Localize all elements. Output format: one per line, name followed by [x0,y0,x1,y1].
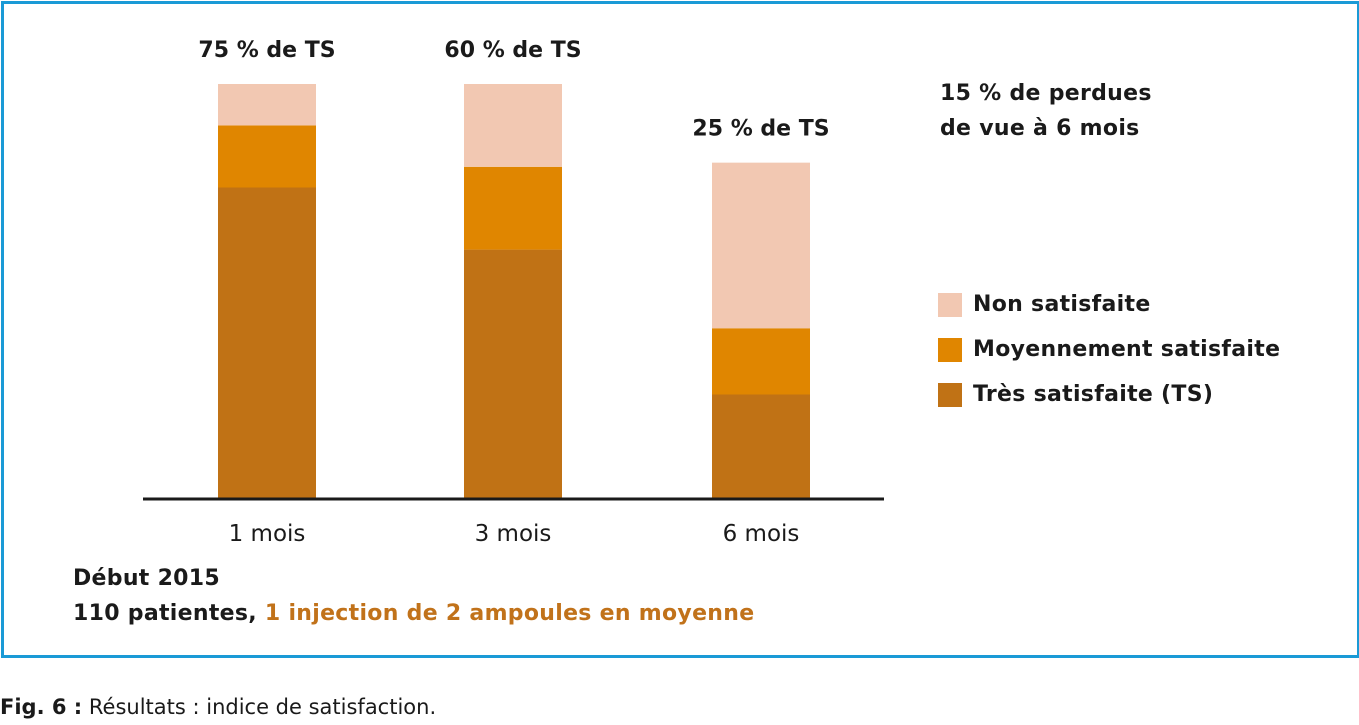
bars-group [218,84,810,498]
note-line-1: 15 % de perdues [940,81,1152,106]
legend-item-moyennement-satisfaite: Moyennement satisfaite [938,327,1280,372]
x-tick-label: 1 mois [229,521,306,547]
bar-segment [712,328,810,395]
caption-fig-label: Fig. 6 : [0,695,83,719]
figure-frame [1,1,1359,658]
x-tick-label: 6 mois [723,521,800,547]
lost-followup-note: 15 % de perdues de vue à 6 mois [940,76,1152,146]
footer-prefix: 110 patientes, [73,601,265,626]
x-tick-label: 3 mois [475,521,552,547]
bar-segment [712,162,810,329]
legend-item-tres-satisfaite: Très satisfaite (TS) [938,372,1280,417]
bar-segment [218,125,316,188]
footer-highlight: 1 injection de 2 ampoules en moyenne [264,601,755,626]
bar-segment [464,249,562,498]
legend-label: Très satisfaite (TS) [973,382,1214,407]
legend-swatch-tres-satisfaite [938,382,962,407]
figure-caption: Fig. 6 : Résultats : indice de satisfact… [0,695,436,719]
footer-line-2: 110 patientes, 1 injection de 2 ampoules… [73,596,754,631]
bar-labels-group: 75 % de TS 60 % de TS 25 % de TS [198,38,829,142]
study-footer: Début 2015 110 patientes, 1 injection de… [73,561,754,631]
bar-segment [712,394,810,498]
legend: Non satisfaite Moyennement satisfaite Tr… [938,282,1280,417]
legend-label: Non satisfaite [973,292,1151,317]
legend-label: Moyennement satisfaite [973,337,1281,362]
bar-segment [218,84,316,126]
bar-total-label: 25 % de TS [692,117,829,142]
note-line-2: de vue à 6 mois [940,116,1140,141]
legend-item-non-satisfaite: Non satisfaite [938,282,1280,327]
legend-swatch-moyennement-satisfaite [938,337,962,362]
bar-segment [464,166,562,250]
footer-line-1: Début 2015 [73,566,220,591]
bar-total-label: 75 % de TS [198,38,335,63]
stacked-bar-chart: 75 % de TS 60 % de TS 25 % de TS 1 mois 3 m… [143,38,884,547]
bar-segment [218,187,316,498]
caption-text: Résultats : indice de satisfaction. [88,695,437,719]
bar-segment [464,84,562,167]
legend-swatch-non-satisfaite [938,292,962,317]
x-tick-labels-group: 1 mois 3 mois 6 mois [229,521,800,547]
bar-total-label: 60 % de TS [444,38,581,63]
